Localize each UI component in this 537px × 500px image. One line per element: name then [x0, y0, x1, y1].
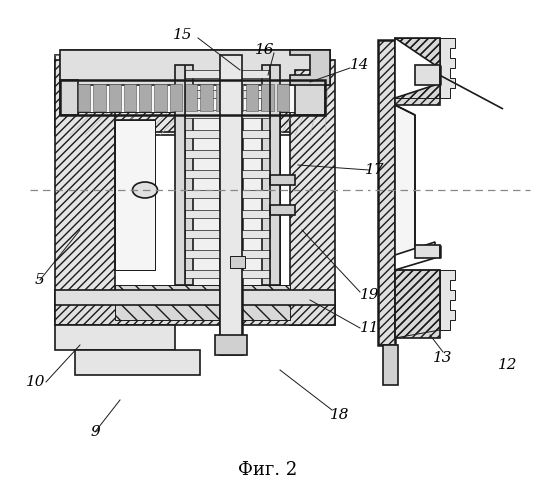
Bar	[139, 84, 151, 111]
Bar	[200, 84, 213, 111]
Polygon shape	[55, 60, 115, 325]
Text: 10: 10	[26, 375, 46, 389]
Polygon shape	[395, 270, 440, 338]
Polygon shape	[220, 55, 242, 355]
Polygon shape	[215, 335, 247, 355]
Polygon shape	[395, 38, 440, 105]
Polygon shape	[175, 65, 280, 285]
Bar	[170, 84, 182, 111]
Bar	[295, 80, 325, 115]
Polygon shape	[185, 210, 270, 218]
Polygon shape	[415, 65, 440, 85]
Text: 5: 5	[35, 273, 45, 287]
Polygon shape	[185, 250, 270, 258]
Polygon shape	[270, 175, 295, 185]
Bar	[124, 84, 136, 111]
Polygon shape	[395, 242, 435, 270]
Polygon shape	[270, 205, 295, 215]
Polygon shape	[290, 60, 335, 325]
Polygon shape	[185, 110, 270, 118]
Bar	[78, 83, 295, 112]
Polygon shape	[55, 55, 330, 135]
Polygon shape	[440, 38, 455, 98]
Text: 16: 16	[255, 43, 275, 57]
Polygon shape	[395, 38, 435, 98]
Bar	[246, 84, 258, 111]
Polygon shape	[60, 50, 330, 85]
Bar	[262, 84, 274, 111]
Ellipse shape	[133, 182, 157, 198]
Polygon shape	[185, 190, 270, 198]
Polygon shape	[55, 325, 175, 350]
Bar	[185, 84, 197, 111]
Bar	[93, 84, 105, 111]
Polygon shape	[60, 55, 325, 132]
Polygon shape	[185, 130, 270, 138]
Text: 18: 18	[330, 408, 350, 422]
Polygon shape	[55, 290, 335, 305]
Bar	[155, 84, 166, 111]
Text: 14: 14	[350, 58, 370, 72]
Polygon shape	[185, 90, 270, 98]
Text: 12: 12	[498, 358, 518, 372]
Polygon shape	[440, 270, 455, 330]
Polygon shape	[290, 50, 330, 85]
Polygon shape	[115, 120, 155, 270]
Text: 15: 15	[173, 28, 193, 42]
Text: 11: 11	[360, 321, 380, 335]
Polygon shape	[415, 245, 440, 258]
Polygon shape	[185, 70, 270, 78]
Polygon shape	[262, 65, 280, 285]
Bar	[231, 84, 243, 111]
Text: 19: 19	[360, 288, 380, 302]
Polygon shape	[75, 350, 200, 375]
Text: 9: 9	[90, 425, 100, 439]
Bar	[60, 80, 78, 115]
Polygon shape	[395, 105, 415, 270]
Text: Фиг. 2: Фиг. 2	[238, 461, 297, 479]
Bar	[215, 84, 228, 111]
Polygon shape	[383, 345, 398, 385]
Bar	[230, 256, 245, 268]
Polygon shape	[175, 65, 193, 285]
Bar	[60, 80, 325, 115]
Bar	[277, 84, 289, 111]
Bar	[78, 84, 90, 111]
Polygon shape	[378, 40, 395, 345]
Polygon shape	[115, 120, 155, 270]
Bar	[108, 84, 121, 111]
Text: 13: 13	[433, 351, 453, 365]
Polygon shape	[55, 295, 335, 325]
Polygon shape	[185, 270, 270, 278]
Polygon shape	[185, 150, 270, 158]
Polygon shape	[185, 170, 270, 178]
Polygon shape	[185, 230, 270, 238]
Text: 17: 17	[365, 163, 384, 177]
Polygon shape	[115, 285, 290, 320]
